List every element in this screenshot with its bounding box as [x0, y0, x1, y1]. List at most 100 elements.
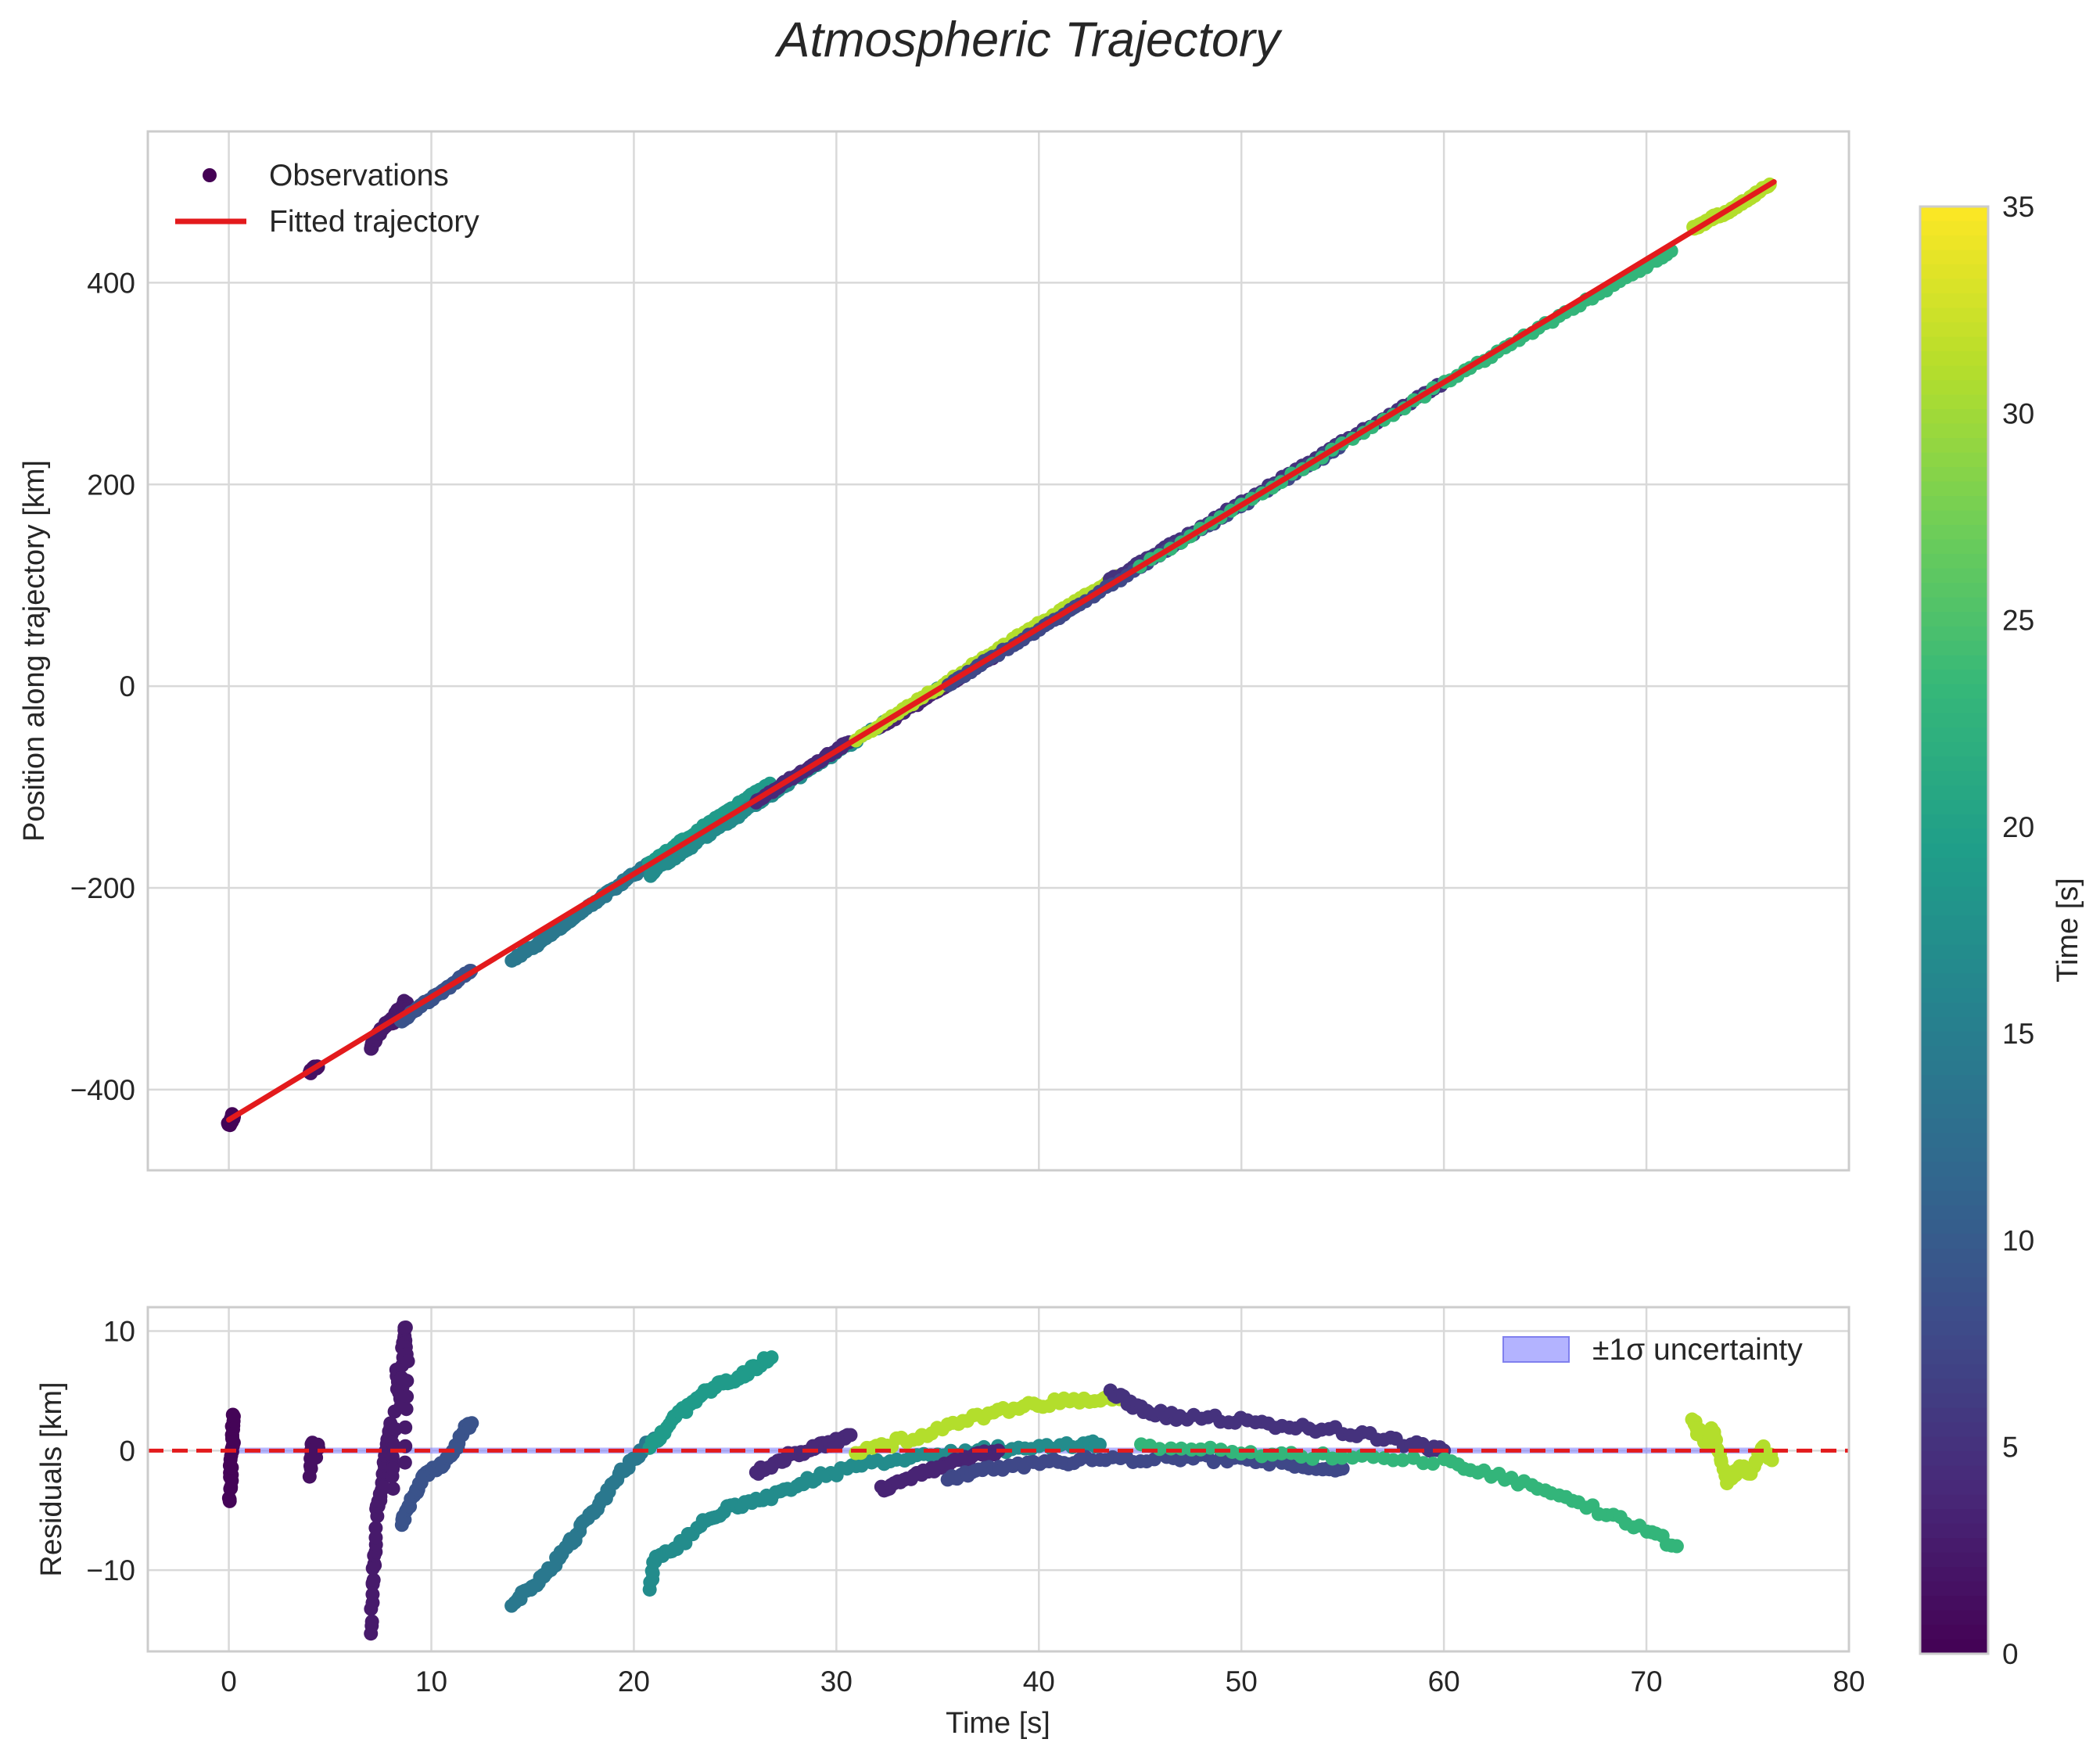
colorbar-segment: [1920, 322, 1988, 338]
colorbar-tick-label: 20: [2002, 811, 2034, 843]
colorbar-segment: [1920, 568, 1988, 584]
colorbar-segment: [1920, 742, 1988, 757]
residual-point: [400, 1374, 415, 1389]
colorbar-segment: [1920, 872, 1988, 888]
legend-observations-label: Observations: [269, 159, 449, 192]
colorbar-tick-label: 10: [2002, 1224, 2034, 1256]
colorbar-tick-label: 35: [2002, 191, 2034, 223]
colorbar-segment: [1920, 481, 1988, 497]
residual-point: [366, 1572, 381, 1587]
colorbar-segment: [1920, 1220, 1988, 1235]
colorbar-segment: [1920, 1089, 1988, 1105]
chart-title: Atmospheric Trajectory: [774, 13, 1283, 67]
bottom-x-tick-label: 20: [618, 1665, 650, 1698]
colorbar-segment: [1920, 1147, 1988, 1162]
colorbar-segment: [1920, 438, 1988, 454]
colorbar-segment: [1920, 409, 1988, 425]
top-y-tick-label: −200: [70, 872, 135, 904]
legend-uncertainty-label: ±1σ uncertainty: [1592, 1333, 1803, 1367]
colorbar-segment: [1920, 1031, 1988, 1047]
colorbar-segment: [1920, 1249, 1988, 1264]
colorbar-segment: [1920, 1422, 1988, 1438]
colorbar-segment: [1920, 525, 1988, 541]
top-y-tick-label: 400: [87, 267, 135, 299]
colorbar-segment: [1920, 756, 1988, 772]
colorbar-segment: [1920, 713, 1988, 728]
colorbar-segment: [1920, 1494, 1988, 1510]
colorbar-segment: [1920, 814, 1988, 830]
bottom-x-tick-label: 30: [820, 1665, 853, 1698]
bottom-x-tick-label: 80: [1833, 1665, 1865, 1698]
colorbar-segment: [1920, 1335, 1988, 1351]
colorbar-tick-label: 15: [2002, 1018, 2034, 1050]
colorbar-segment: [1920, 554, 1988, 569]
colorbar-segment: [1920, 886, 1988, 902]
colorbar-segment: [1920, 510, 1988, 526]
top-frame: [146, 130, 1851, 1172]
residual-point: [1334, 1450, 1349, 1465]
legend-observations-marker: [203, 168, 217, 182]
colorbar-segment: [1920, 264, 1988, 280]
colorbar-segment: [1920, 1162, 1988, 1177]
colorbar-segment: [1920, 1075, 1988, 1090]
colorbar-segment: [1920, 857, 1988, 873]
colorbar-segment: [1920, 1625, 1988, 1640]
colorbar-segment: [1920, 423, 1988, 439]
colorbar-segment: [1920, 1017, 1988, 1033]
residual-point: [1092, 1437, 1107, 1452]
colorbar-segment: [1920, 1364, 1988, 1380]
colorbar-segment: [1920, 1596, 1988, 1611]
residual-point: [365, 1587, 380, 1602]
colorbar-segment: [1920, 1378, 1988, 1394]
residual-point: [386, 1481, 400, 1496]
colorbar-segment: [1920, 1436, 1988, 1452]
colorbar-segment: [1920, 293, 1988, 309]
colorbar-segment: [1920, 843, 1988, 859]
bottom-x-axis-label: Time [s]: [946, 1707, 1050, 1740]
residual-point: [1305, 1451, 1320, 1466]
colorbar-segment: [1920, 1205, 1988, 1220]
colorbar-frame: [1919, 205, 1990, 1655]
colorbar-segment: [1920, 1407, 1988, 1423]
colorbar-segment: [1920, 1306, 1988, 1322]
colorbar-segment: [1920, 1234, 1988, 1249]
legend-uncertainty-swatch: [1502, 1336, 1570, 1363]
bottom-x-tick-label: 0: [221, 1665, 237, 1698]
colorbar-segment: [1920, 1292, 1988, 1307]
colorbar-segment: [1920, 278, 1988, 294]
residual-point: [400, 1354, 415, 1369]
colorbar-segment: [1920, 1480, 1988, 1496]
bottom-x-tick-label: 40: [1023, 1665, 1055, 1698]
colorbar-segment: [1920, 1277, 1988, 1293]
colorbar-segment: [1920, 915, 1988, 931]
top-legend: Observations Fitted trajectory: [175, 159, 479, 239]
colorbar-segment: [1920, 641, 1988, 656]
residual-point: [1203, 1440, 1218, 1455]
colorbar-segment: [1920, 771, 1988, 786]
colorbar-segment: [1920, 655, 1988, 670]
colorbar: 0 5 10 15 20 25 30 35 Time [s]: [1919, 191, 2084, 1670]
colorbar-segment: [1920, 901, 1988, 917]
residual-point: [1395, 1453, 1410, 1468]
bottom-y-tick-label: 0: [119, 1435, 135, 1467]
residual-point: [364, 1614, 379, 1629]
top-panel: −400 −200 0 200 400 Position along trajector…: [18, 130, 1851, 1172]
fitted-trajectory-line: [226, 178, 1777, 1123]
colorbar-segment: [1920, 539, 1988, 555]
colorbar-segment: [1920, 1581, 1988, 1597]
colorbar-segment: [1920, 1451, 1988, 1467]
colorbar-segment: [1920, 1552, 1988, 1568]
residual-point: [225, 1407, 240, 1422]
bottom-x-tick-label: 10: [415, 1665, 447, 1698]
colorbar-segment: [1920, 1523, 1988, 1539]
colorbar-segment: [1920, 336, 1988, 352]
bottom-y-axis-label: Residuals [km]: [35, 1382, 68, 1576]
residual-point: [1366, 1450, 1380, 1464]
top-y-axis-label: Position along trajectory [km]: [18, 460, 51, 842]
colorbar-segment: [1920, 250, 1988, 265]
residual-point: [1294, 1450, 1308, 1464]
colorbar-gradient: [1920, 207, 1988, 1655]
colorbar-segment: [1920, 597, 1988, 613]
bottom-x-ticks: 0 10 20 30 40 50 60 70 80: [221, 1665, 1865, 1698]
